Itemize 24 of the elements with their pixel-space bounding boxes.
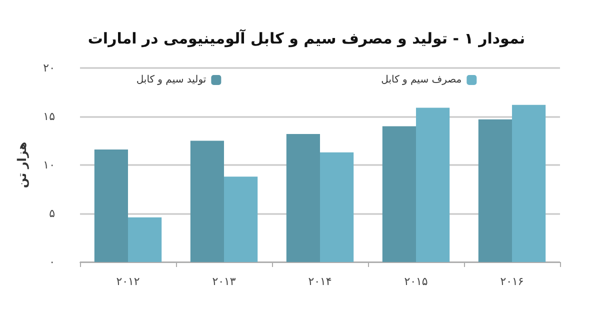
bar: [320, 152, 354, 262]
bar: [286, 134, 320, 262]
legend-label: مصرف سیم و کابل: [381, 74, 462, 86]
bar: [478, 119, 512, 262]
y-tick-label: ۱۵: [43, 110, 56, 123]
y-tick-label: ۵: [49, 207, 56, 220]
x-tick-label: ۲۰۱۴: [308, 275, 332, 288]
y-tick-label: ۱۰: [43, 158, 55, 172]
x-tick-label: ۲۰۱۳: [212, 275, 236, 288]
chart-title: نمودار ۱ - تولید و مصرف سیم و کابل آلومینیومی در امارات: [88, 28, 526, 48]
x-tick-label: ۲۰۱۲: [116, 275, 140, 288]
y-tick-label: ۰: [49, 256, 55, 268]
bar: [224, 176, 258, 262]
y-tick-label: ۲۰: [43, 62, 55, 74]
legend-label: تولید سیم و کابل: [136, 74, 206, 86]
bar: [416, 108, 450, 262]
bar: [94, 149, 128, 262]
bar: [128, 217, 162, 262]
bar: [190, 140, 224, 262]
y-axis-title: هزار تن: [15, 142, 29, 188]
bar: [382, 126, 416, 262]
x-tick-label: ۲۰۱۶: [500, 275, 524, 288]
bar: [512, 104, 546, 262]
x-tick-label: ۲۰۱۵: [404, 275, 428, 288]
